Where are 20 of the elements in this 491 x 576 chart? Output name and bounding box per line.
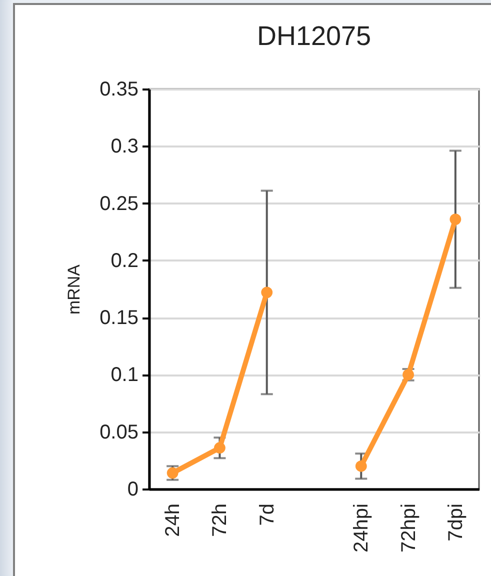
x-tick-label: 24hpi bbox=[350, 504, 373, 552]
x-tick-label: 7d bbox=[256, 504, 278, 526]
y-tick-label: 0.05 bbox=[100, 421, 138, 444]
y-tick-label: 0.3 bbox=[110, 136, 138, 158]
point bbox=[355, 460, 367, 472]
y-tick-label: 0.15 bbox=[100, 307, 138, 330]
x-tick-label: 7dpi bbox=[444, 504, 467, 542]
x-tick-label: 72hpi bbox=[398, 504, 420, 552]
y-tick-label: 0.1 bbox=[110, 364, 138, 386]
x-tick-label: 24h bbox=[162, 504, 184, 537]
point bbox=[450, 214, 462, 225]
y-tick-label: 0.35 bbox=[100, 78, 138, 100]
point bbox=[214, 442, 226, 454]
x-tick-label: 72h bbox=[209, 504, 232, 537]
y-axis-title: mRNA bbox=[64, 264, 84, 315]
y-tick-label: 0.2 bbox=[110, 250, 138, 272]
point bbox=[261, 286, 273, 298]
chart-title: DH12075 bbox=[256, 21, 372, 51]
y-tick-label: 0.25 bbox=[100, 192, 138, 215]
y-tick-label: 0 bbox=[127, 478, 138, 500]
